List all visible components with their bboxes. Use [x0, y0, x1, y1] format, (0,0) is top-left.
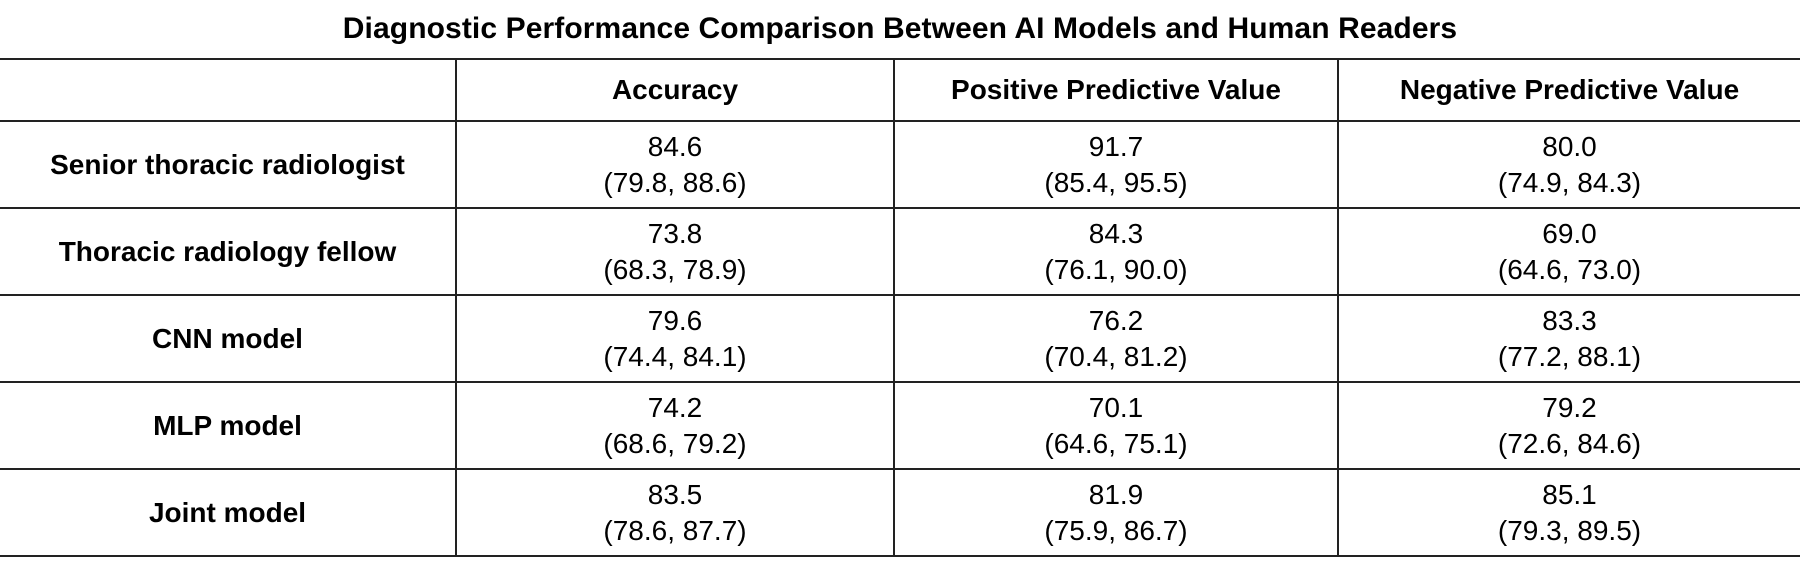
npv-value: 80.0: [1542, 130, 1597, 162]
accuracy-cell: 79.6 (74.4, 84.1): [455, 294, 895, 383]
npv-cell: 69.0 (64.6, 73.0): [1337, 207, 1800, 296]
table-header: Accuracy Positive Predictive Value Negat…: [0, 58, 1800, 122]
header-cell-row-label: [0, 58, 457, 122]
ppv-ci: (76.1, 90.0): [1044, 253, 1188, 285]
table-row: CNN model 79.6 (74.4, 84.1) 76.2 (70.4, …: [0, 294, 1800, 383]
ppv-cell: 76.2 (70.4, 81.2): [893, 294, 1339, 383]
accuracy-ci: (74.4, 84.1): [603, 340, 747, 372]
ppv-ci: (75.9, 86.7): [1044, 514, 1188, 546]
accuracy-ci: (79.8, 88.6): [603, 166, 747, 198]
npv-value: 69.0: [1542, 217, 1597, 249]
ppv-value: 76.2: [1088, 304, 1144, 336]
accuracy-cell: 73.8 (68.3, 78.9): [455, 207, 895, 296]
accuracy-ci: (68.6, 79.2): [603, 427, 747, 459]
npv-value: 79.2: [1542, 391, 1597, 423]
table-row: Thoracic radiology fellow 73.8 (68.3, 78…: [0, 207, 1800, 296]
accuracy-ci: (78.6, 87.7): [603, 514, 747, 546]
row-label: MLP model: [0, 381, 457, 470]
npv-value: 83.3: [1542, 304, 1597, 336]
header-cell-ppv: Positive Predictive Value: [893, 58, 1339, 122]
table-row: MLP model 74.2 (68.6, 79.2) 70.1 (64.6, …: [0, 381, 1800, 470]
accuracy-ci: (68.3, 78.9): [603, 253, 747, 285]
ppv-value: 70.1: [1088, 391, 1144, 423]
npv-ci: (77.2, 88.1): [1497, 340, 1642, 372]
accuracy-value: 74.2: [647, 391, 703, 423]
npv-ci: (74.9, 84.3): [1497, 166, 1642, 198]
header-cell-accuracy: Accuracy: [455, 58, 895, 122]
row-label: Thoracic radiology fellow: [0, 207, 457, 296]
accuracy-cell: 84.6 (79.8, 88.6): [455, 120, 895, 209]
row-label: CNN model: [0, 294, 457, 383]
performance-table: Accuracy Positive Predictive Value Negat…: [0, 58, 1800, 557]
npv-ci: (64.6, 73.0): [1497, 253, 1642, 285]
ppv-cell: 84.3 (76.1, 90.0): [893, 207, 1339, 296]
ppv-cell: 70.1 (64.6, 75.1): [893, 381, 1339, 470]
npv-cell: 80.0 (74.9, 84.3): [1337, 120, 1800, 209]
npv-cell: 79.2 (72.6, 84.6): [1337, 381, 1800, 470]
npv-cell: 83.3 (77.2, 88.1): [1337, 294, 1800, 383]
accuracy-cell: 74.2 (68.6, 79.2): [455, 381, 895, 470]
table-row: Joint model 83.5 (78.6, 87.7) 81.9 (75.9…: [0, 468, 1800, 557]
npv-value: 85.1: [1542, 478, 1597, 510]
ppv-ci: (64.6, 75.1): [1044, 427, 1188, 459]
table-row: Senior thoracic radiologist 84.6 (79.8, …: [0, 120, 1800, 209]
table-body: Senior thoracic radiologist 84.6 (79.8, …: [0, 120, 1800, 557]
page-title: Diagnostic Performance Comparison Betwee…: [342, 12, 1458, 45]
ppv-ci: (70.4, 81.2): [1044, 340, 1188, 372]
ppv-cell: 81.9 (75.9, 86.7): [893, 468, 1339, 557]
npv-cell: 85.1 (79.3, 89.5): [1337, 468, 1800, 557]
accuracy-value: 83.5: [647, 478, 703, 510]
row-label: Joint model: [0, 468, 457, 557]
header-row: Accuracy Positive Predictive Value Negat…: [0, 58, 1800, 122]
npv-ci: (72.6, 84.6): [1497, 427, 1642, 459]
ppv-ci: (85.4, 95.5): [1044, 166, 1188, 198]
accuracy-cell: 83.5 (78.6, 87.7): [455, 468, 895, 557]
accuracy-value: 84.6: [647, 130, 703, 162]
npv-ci: (79.3, 89.5): [1497, 514, 1642, 546]
ppv-cell: 91.7 (85.4, 95.5): [893, 120, 1339, 209]
ppv-value: 81.9: [1088, 478, 1144, 510]
row-label: Senior thoracic radiologist: [0, 120, 457, 209]
ppv-value: 84.3: [1088, 217, 1144, 249]
ppv-value: 91.7: [1088, 130, 1144, 162]
header-cell-npv: Negative Predictive Value: [1337, 58, 1800, 122]
accuracy-value: 73.8: [647, 217, 703, 249]
accuracy-value: 79.6: [647, 304, 703, 336]
